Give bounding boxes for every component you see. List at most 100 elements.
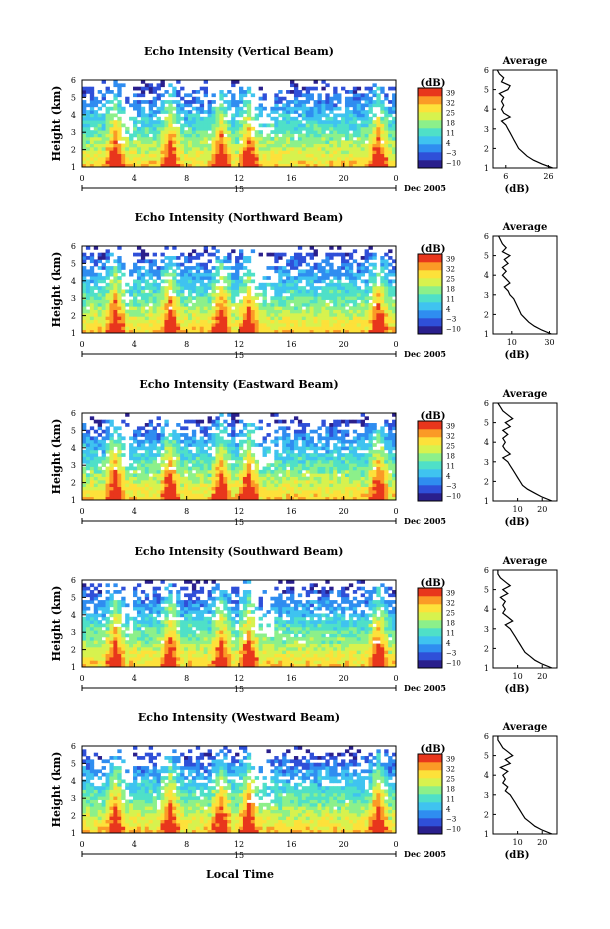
heatmap-cell (231, 113, 236, 118)
heatmap-cell (239, 439, 244, 444)
heatmap-cell (321, 486, 326, 491)
heatmap-cell (82, 100, 87, 104)
heatmap-cell (337, 93, 342, 98)
heatmap-cell (227, 279, 232, 284)
heatmap-cell (176, 423, 181, 427)
heatmap-cell (231, 123, 236, 128)
heatmap-cell (368, 453, 373, 457)
heatmap-cell (258, 316, 263, 321)
heatmap-cell (89, 116, 95, 121)
heatmap-cell (278, 479, 283, 484)
heatmap-cell (144, 463, 150, 467)
heatmap-cell (215, 286, 220, 290)
heatmap-cell (337, 466, 342, 471)
heatmap-cell (309, 453, 314, 457)
heatmap-cell (344, 446, 350, 451)
heatmap-cell (290, 156, 295, 161)
heatmap-cell (144, 429, 150, 434)
heatmap-cell (297, 292, 303, 297)
heatmap-cell (203, 249, 209, 254)
heatmap-cell (242, 479, 248, 484)
heatmap-cell (246, 319, 252, 324)
heatmap-cell (246, 322, 252, 327)
heatmap-cell (313, 266, 318, 270)
heatmap-cell (293, 292, 299, 297)
heatmap-cell (93, 312, 99, 317)
heatmap-cell (242, 319, 248, 324)
heatmap-cell (195, 299, 201, 304)
heatmap-cell (199, 110, 205, 114)
heatmap-cell (85, 153, 91, 158)
heatmap-cell (105, 116, 110, 121)
heatmap-cell (136, 302, 142, 307)
heatmap-cell (191, 286, 197, 290)
heatmap-cell (219, 446, 224, 451)
heatmap-cell (105, 120, 110, 124)
heatmap-cell (125, 466, 130, 471)
heatmap-cell (191, 143, 197, 148)
heatmap-cell (125, 126, 130, 131)
heatmap-cell (313, 466, 318, 471)
heatmap-cell (125, 156, 130, 161)
heatmap-cell (152, 306, 157, 310)
heatmap-cell (176, 146, 181, 151)
heatmap-cell (352, 113, 358, 118)
heatmap-cell (297, 256, 303, 260)
heatmap-cell (242, 266, 248, 270)
heatmap-cell (337, 123, 342, 128)
heatmap-cell (101, 496, 106, 501)
heatmap-cell (337, 160, 342, 165)
heatmap-cell (384, 160, 389, 165)
heatmap-cell (364, 130, 369, 134)
heatmap-cell (156, 140, 161, 144)
heatmap-cell (254, 143, 260, 148)
heatmap-cell (368, 252, 373, 257)
heatmap-cell (180, 453, 185, 457)
heatmap-cell (368, 146, 373, 151)
heatmap-cell (133, 302, 138, 307)
heatmap-cell (313, 299, 318, 304)
heatmap-cell (305, 136, 311, 141)
heatmap-cell (82, 279, 87, 284)
heatmap-cell (187, 312, 193, 317)
heatmap-cell (203, 262, 209, 267)
heatmap-cell (376, 153, 381, 158)
heatmap-cell (89, 660, 95, 665)
heatmap-cell (187, 120, 193, 124)
heatmap-cell (239, 446, 244, 451)
heatmap-cell (341, 483, 346, 488)
heatmap-cell (344, 429, 350, 434)
heatmap-cell (199, 252, 205, 257)
heatmap-cell (341, 429, 346, 434)
heatmap-cell (105, 150, 110, 155)
heatmap-cell (219, 296, 224, 300)
heatmap-cell (195, 306, 201, 310)
heatmap-cell (184, 302, 189, 307)
heatmap-cell (203, 456, 209, 461)
heatmap-cell (333, 329, 338, 334)
heatmap-cell (352, 316, 358, 321)
heatmap-cell (368, 96, 373, 101)
heatmap-cell (235, 266, 240, 270)
heatmap-cell (156, 433, 161, 437)
heatmap-cell (301, 486, 307, 491)
heatmap-cell (82, 616, 87, 621)
heatmap-cell (85, 296, 91, 300)
heatmap-cell (140, 476, 146, 481)
heatmap-cell (176, 93, 181, 98)
heatmap-cell (184, 156, 189, 161)
heatmap-cell (384, 279, 389, 284)
heatmap-cell (97, 156, 103, 161)
heatmap-cell (89, 656, 95, 661)
heatmap-cell (109, 439, 114, 444)
heatmap-cell (250, 140, 256, 144)
heatmap-cell (113, 496, 118, 501)
heatmap-cell (278, 292, 283, 297)
heatmap-cell (282, 282, 287, 287)
heatmap-cell (337, 276, 342, 280)
heatmap-cell (246, 110, 252, 114)
heatmap-cell (329, 479, 334, 484)
heatmap-cell (227, 103, 232, 108)
heatmap-cell (191, 453, 197, 457)
heatmap-cell (117, 289, 122, 294)
